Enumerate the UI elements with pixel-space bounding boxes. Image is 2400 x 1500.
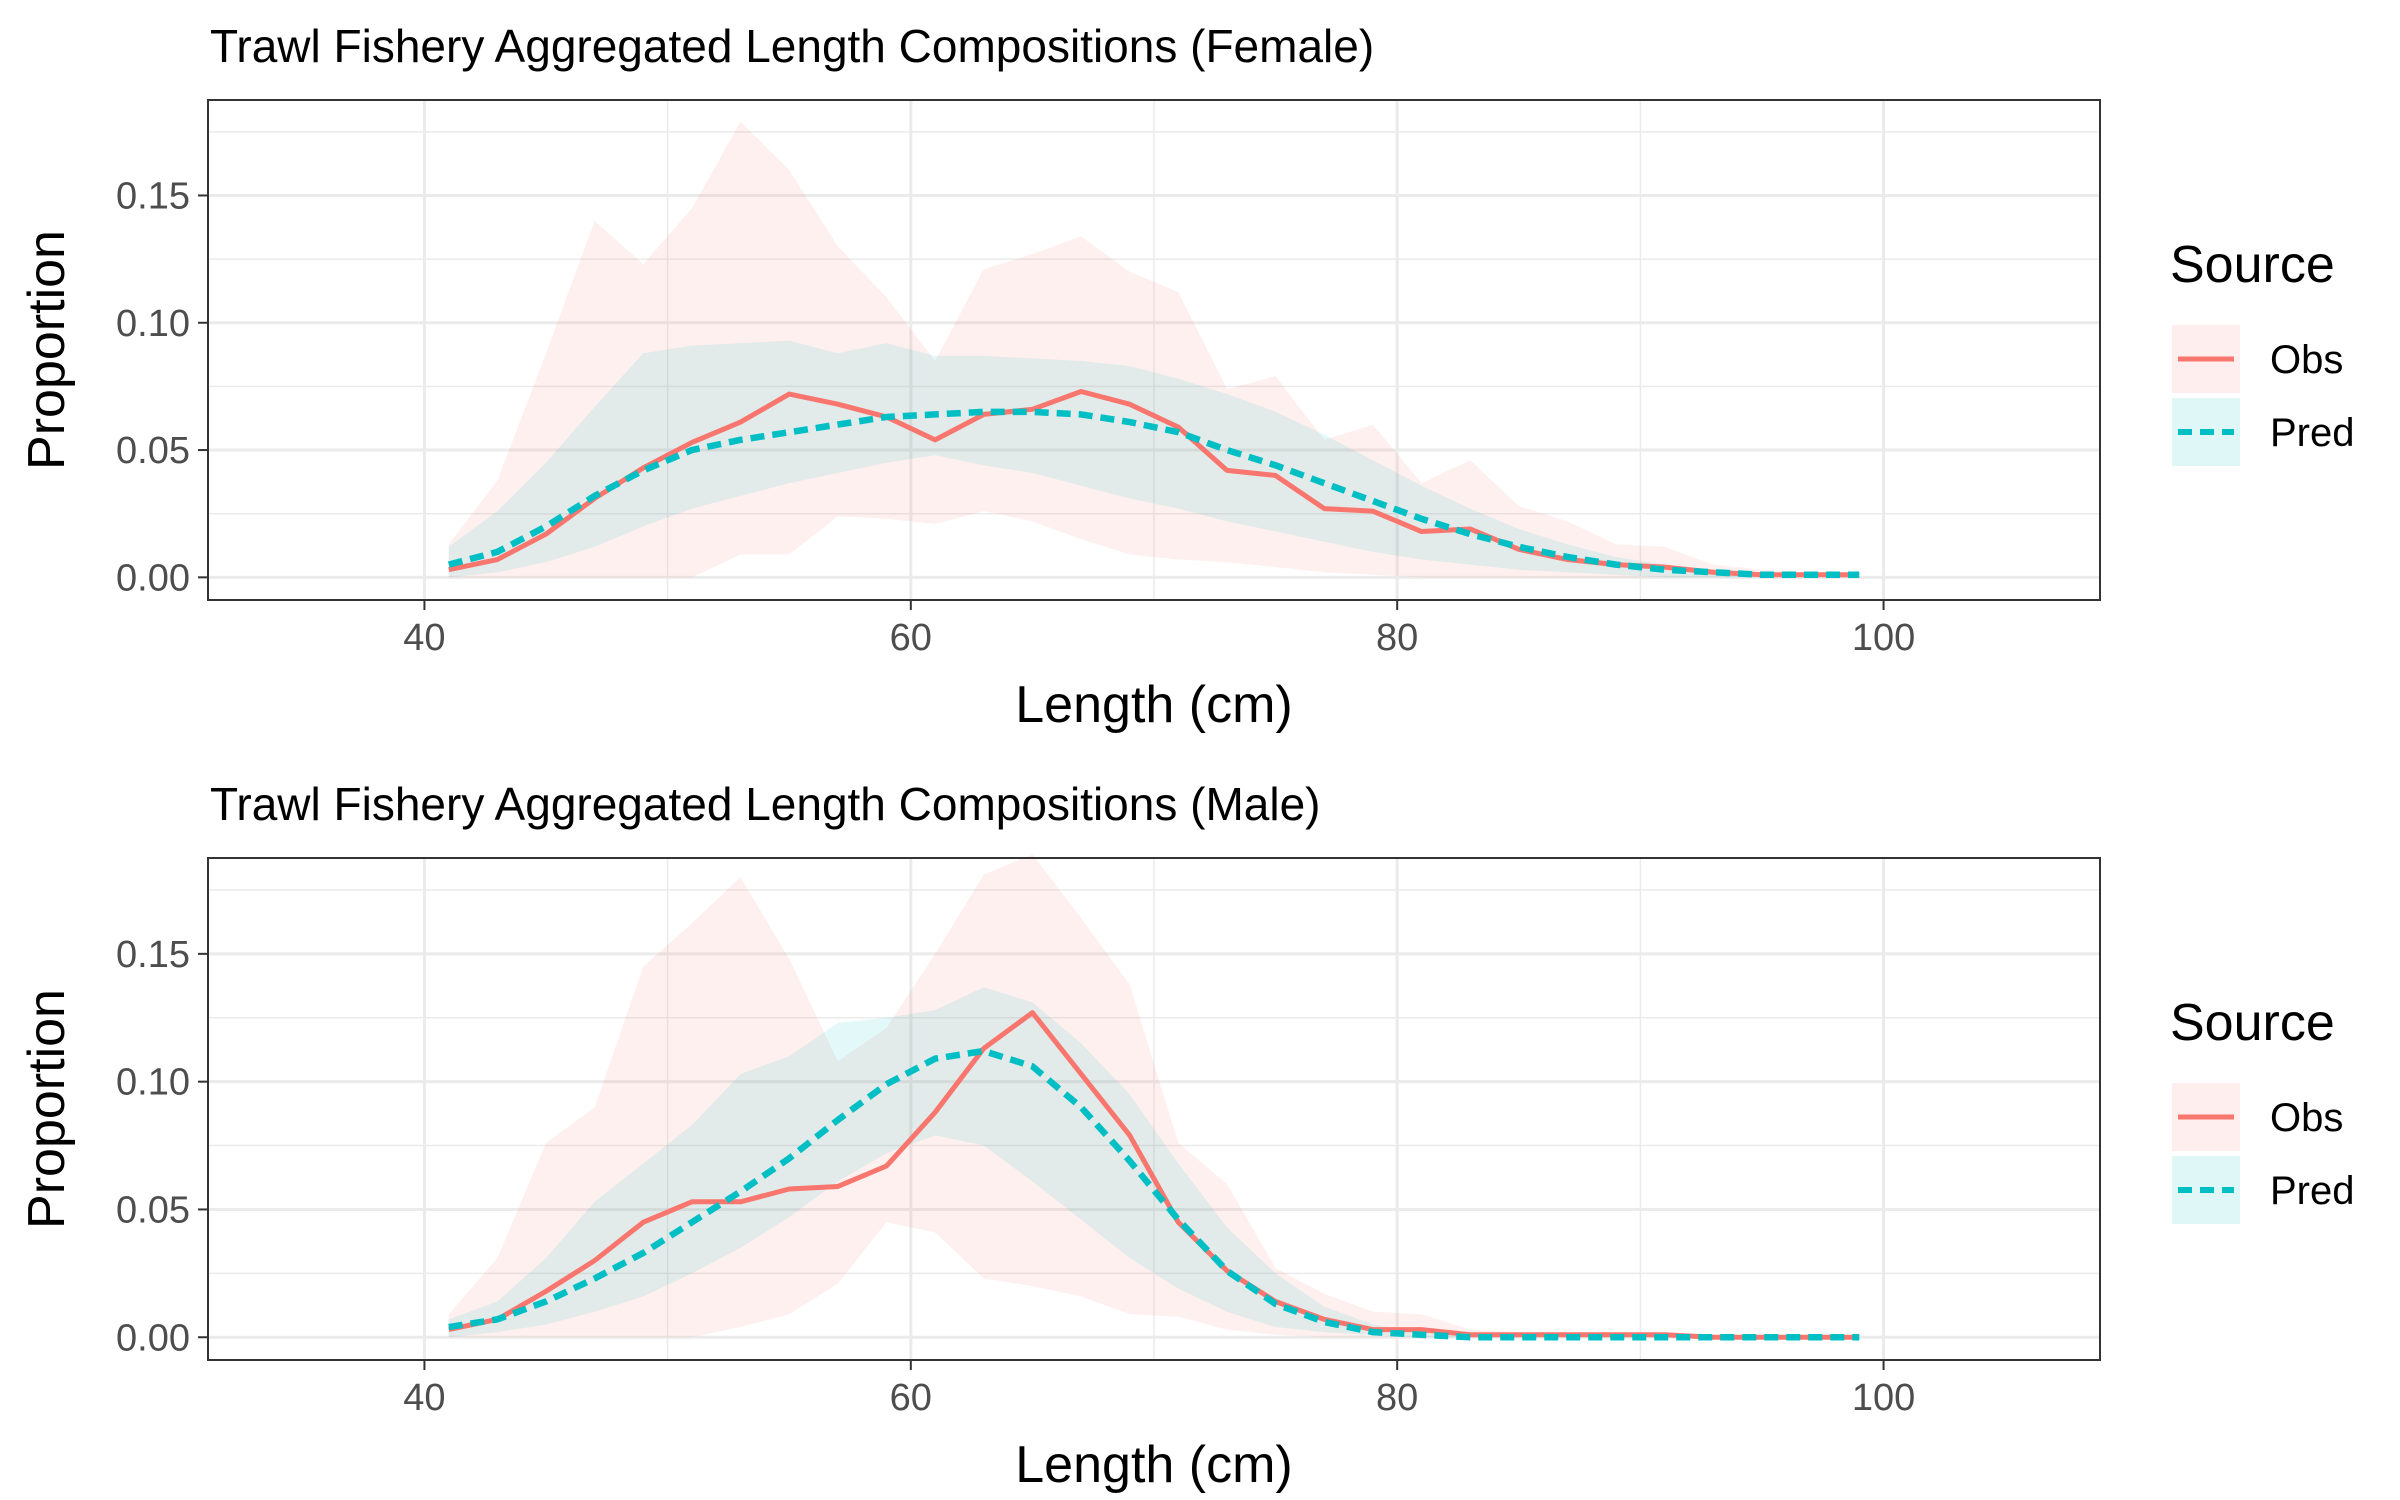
female-pred-line — [447, 408, 1860, 579]
male-minor-grid — [208, 858, 2100, 1360]
male-x-axis: 40 60 80 100 — [403, 1360, 1915, 1419]
male-y-tick-label: 0.15 — [116, 934, 190, 976]
female-x-tick-label: 100 — [1852, 617, 1915, 659]
male-legend-label-obs: Obs — [2270, 1096, 2343, 1140]
female-legend-key-pred — [2172, 398, 2240, 466]
female-y-tick-label: 0.15 — [116, 175, 190, 217]
male-lines — [448, 1010, 1860, 1341]
female-x-tick-label: 60 — [890, 617, 932, 659]
male-x-axis-title: Length (cm) — [1015, 1436, 1292, 1494]
female-y-axis-title: Proportion — [18, 230, 76, 470]
female-ribbons — [448, 121, 1860, 578]
female-legend-key-obs — [2172, 325, 2240, 393]
female-obs-line — [448, 388, 1860, 578]
female-legend-label-obs: Obs — [2270, 338, 2343, 382]
male-chart-title: Trawl Fishery Aggregated Length Composit… — [210, 778, 1320, 830]
female-x-axis: 40 60 80 100 — [403, 600, 1915, 659]
male-legend-key-pred — [2172, 1156, 2240, 1224]
male-y-tick-label: 0.05 — [116, 1189, 190, 1231]
female-legend: Source Obs Pred — [2170, 236, 2355, 466]
female-x-tick-label: 40 — [403, 617, 445, 659]
male-y-tick-label: 0.00 — [116, 1317, 190, 1359]
male-ribbons — [448, 854, 1860, 1338]
female-y-tick-label: 0.10 — [116, 303, 190, 345]
female-legend-label-pred: Pred — [2270, 411, 2355, 455]
female-x-axis-title: Length (cm) — [1015, 676, 1292, 734]
male-y-tick-label: 0.10 — [116, 1062, 190, 1104]
female-pred-ribbon — [448, 340, 1860, 578]
male-obs-ribbon — [448, 854, 1860, 1338]
male-legend-key-obs — [2172, 1083, 2240, 1151]
male-legend-label-pred: Pred — [2270, 1169, 2355, 1213]
female-y-axis: 0.00 0.05 0.10 0.15 — [116, 175, 208, 599]
female-y-tick-label: 0.00 — [116, 557, 190, 599]
male-x-tick-label: 60 — [890, 1377, 932, 1419]
male-panel-border — [207, 857, 2101, 1361]
male-x-tick-label: 40 — [403, 1377, 445, 1419]
female-lines — [447, 388, 1860, 579]
female-chart: Trawl Fishery Aggregated Length Composit… — [18, 20, 2101, 734]
female-major-grid — [208, 100, 2100, 600]
female-panel-border — [207, 99, 2101, 601]
male-y-axis: 0.00 0.05 0.10 0.15 — [116, 934, 208, 1359]
male-pred-ribbon — [448, 987, 1860, 1338]
male-chart: Trawl Fishery Aggregated Length Composit… — [18, 778, 2101, 1494]
male-x-tick-label: 80 — [1376, 1377, 1418, 1419]
male-legend-title: Source — [2170, 994, 2335, 1052]
female-minor-grid — [208, 100, 2100, 600]
female-chart-title: Trawl Fishery Aggregated Length Composit… — [210, 20, 1374, 72]
female-x-tick-label: 80 — [1376, 617, 1418, 659]
female-y-tick-label: 0.05 — [116, 430, 190, 472]
male-pred-line — [448, 1047, 1860, 1341]
male-x-tick-label: 100 — [1852, 1377, 1915, 1419]
female-legend-title: Source — [2170, 236, 2335, 294]
male-y-axis-title: Proportion — [18, 989, 76, 1229]
female-obs-ribbon — [448, 121, 1860, 578]
male-legend: Source Obs Pred — [2170, 994, 2355, 1224]
